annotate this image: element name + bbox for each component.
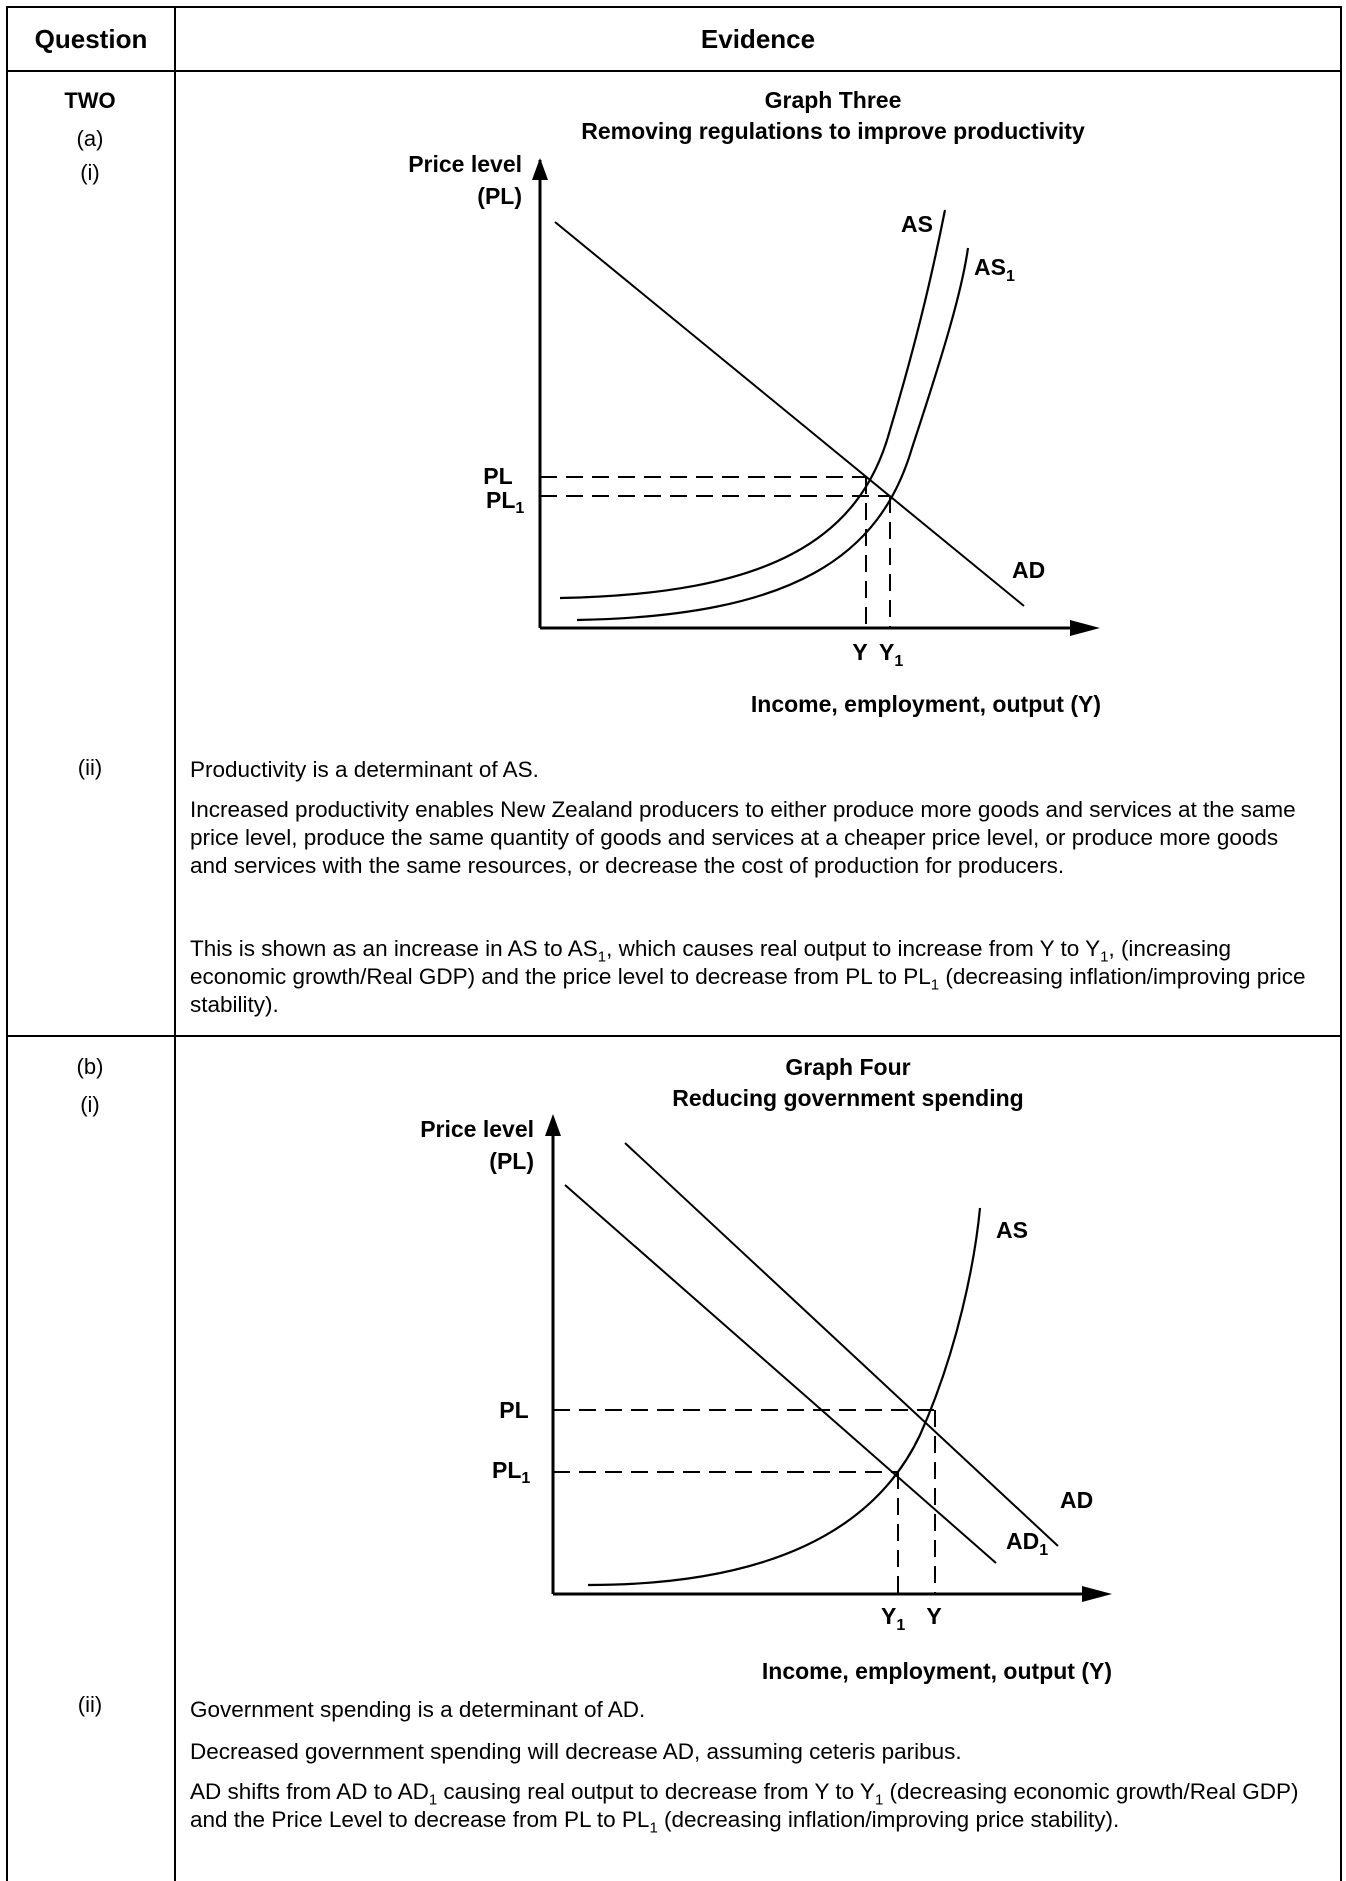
graph-three-subtitle: Removing regulations to improve producti… [581, 118, 1085, 144]
table-column-divider [174, 6, 176, 1881]
table-border-right [1340, 6, 1342, 1881]
part-b-i-label: (i) [80, 1092, 100, 1117]
table-row-divider [6, 1035, 1342, 1037]
part-b-ii-label: (ii) [77, 1692, 103, 1717]
graph-four-x-axis-arrow [1082, 1586, 1112, 1602]
graph-three-pl1-label: PL1 [486, 487, 524, 517]
part-a-i-label: (i) [80, 160, 100, 185]
graph-four-subtitle: Reducing government spending [672, 1085, 1023, 1111]
graph-three-y1-label: Y1 [879, 639, 903, 670]
graph-three-title: Graph Three [765, 87, 902, 113]
header-evidence: Evidence [700, 24, 816, 54]
header-question: Question [34, 24, 148, 54]
graph-four-y-axis-arrow [545, 1114, 561, 1136]
part-a-ii-paragraph-2: Increased productivity enables New Zeala… [190, 797, 1296, 878]
part-a-ii-paragraph-3: This is shown as an increase in AS to AS… [190, 936, 1306, 1017]
graph-three-y-axis-unit: (PL) [477, 183, 522, 209]
graph-four-pl-label: PL [499, 1397, 528, 1423]
table-border-left [6, 6, 8, 1881]
graph-four-ad1-line [564, 1184, 997, 1564]
graph-three-as-curve [559, 209, 947, 600]
graph-three: Graph Three Removing regulations to impr… [408, 87, 1101, 717]
graph-three-x-axis-arrow [1070, 620, 1100, 636]
part-a-ii-sentence-1: Productivity is a determinant of AS. [190, 757, 539, 782]
graph-four-guides [553, 1409, 936, 1594]
part-b-ii-paragraph-3: AD shifts from AD to AD1 causing real ou… [190, 1779, 1299, 1837]
graph-three-as1-curve [576, 247, 970, 622]
graph-four-pl1-label: PL1 [492, 1457, 530, 1487]
graph-four-title: Graph Four [785, 1054, 910, 1080]
part-b-label: (b) [76, 1054, 104, 1079]
part-b-ii-sentence-2: Decreased government spending will decre… [190, 1739, 962, 1764]
graph-four-y-axis-unit: (PL) [489, 1148, 534, 1174]
graph-four-x-axis-label: Income, employment, output (Y) [762, 1658, 1112, 1684]
graph-three-y-axis-label: Price level [408, 151, 522, 177]
graph-four-y1-label: Y1 [881, 1603, 905, 1634]
part-b-ii-sentence-1: Government spending is a determinant of … [190, 1697, 646, 1722]
graph-four-as-label: AS [996, 1217, 1028, 1243]
graph-four-as-curve [587, 1207, 982, 1587]
question-number: TWO [64, 88, 116, 113]
graph-three-pl-label: PL [483, 463, 512, 489]
graph-four-ad-label: AD [1060, 1487, 1093, 1513]
graph-three-x-axis-label: Income, employment, output (Y) [751, 691, 1101, 717]
graph-three-guides [540, 476, 891, 628]
graph-three-ad-label: AD [1012, 557, 1045, 583]
table-border-top [6, 6, 1342, 8]
graph-four-y-label: Y [926, 1603, 941, 1629]
table-header-divider [6, 70, 1342, 72]
graph-four-y-axis-label: Price level [420, 1116, 534, 1142]
graph-three-y-label: Y [852, 639, 867, 665]
part-a-ii-label: (ii) [77, 755, 103, 780]
part-a-label: (a) [76, 126, 104, 151]
graph-four: Graph Four Reducing government spending … [420, 1054, 1112, 1684]
graph-three-ad-line [554, 221, 1025, 607]
graph-three-y-axis-arrow [532, 158, 548, 180]
graph-three-as-label: AS [901, 211, 933, 237]
graph-four-ad-line [624, 1142, 1059, 1547]
graph-four-ad1-label: AD1 [1006, 1528, 1048, 1559]
graph-three-as1-label: AS1 [974, 254, 1015, 285]
